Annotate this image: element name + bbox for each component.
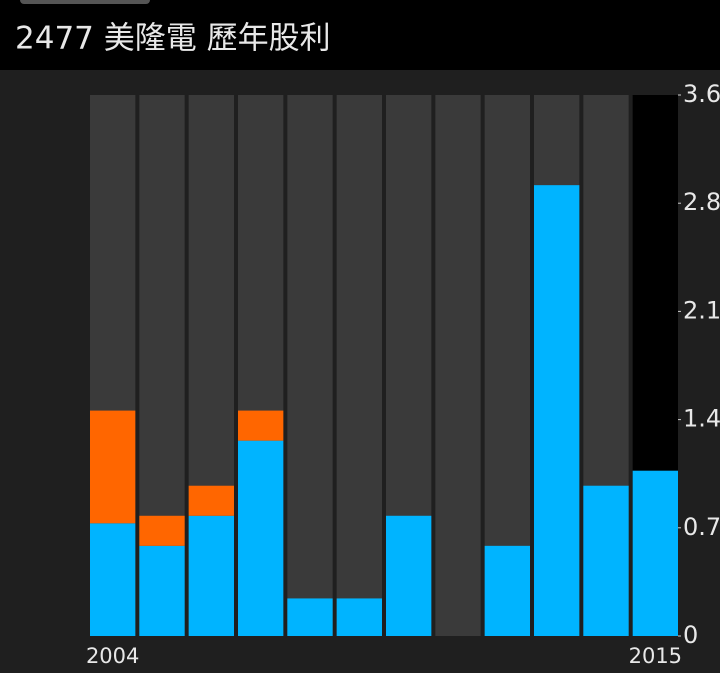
x-tick-label: 2004 — [86, 644, 139, 668]
bar-background — [287, 95, 333, 636]
bar-segment — [238, 410, 284, 441]
bar-background — [435, 95, 481, 636]
bar-segment — [336, 598, 382, 636]
y-tick-label: 0 — [683, 621, 698, 649]
bar-segment — [139, 515, 185, 546]
tab-handle — [20, 0, 150, 4]
y-tick-label: 3.6 — [683, 80, 720, 108]
bar-segment — [534, 185, 580, 636]
title-bar — [0, 0, 720, 70]
bar-segment — [386, 515, 432, 636]
bar-segment — [238, 440, 284, 636]
y-tick-label: 2.1 — [683, 296, 720, 324]
y-tick-label: 1.4 — [683, 405, 720, 433]
bar-segment — [287, 598, 333, 636]
y-tick-label: 0.7 — [683, 513, 720, 541]
bar-segment — [188, 515, 234, 636]
x-tick-label: 2015 — [629, 644, 682, 668]
chart-title: 2477 美隆電 歷年股利 — [15, 21, 331, 57]
bar-segment — [90, 410, 136, 524]
bar-segment — [188, 485, 234, 516]
bar-background — [336, 95, 382, 636]
bar-segment — [632, 470, 678, 636]
bar-segment — [90, 523, 136, 636]
bar-segment — [484, 545, 530, 636]
bar-segment — [139, 545, 185, 636]
bar-segment — [583, 485, 629, 636]
y-tick-label: 2.8 — [683, 188, 720, 216]
